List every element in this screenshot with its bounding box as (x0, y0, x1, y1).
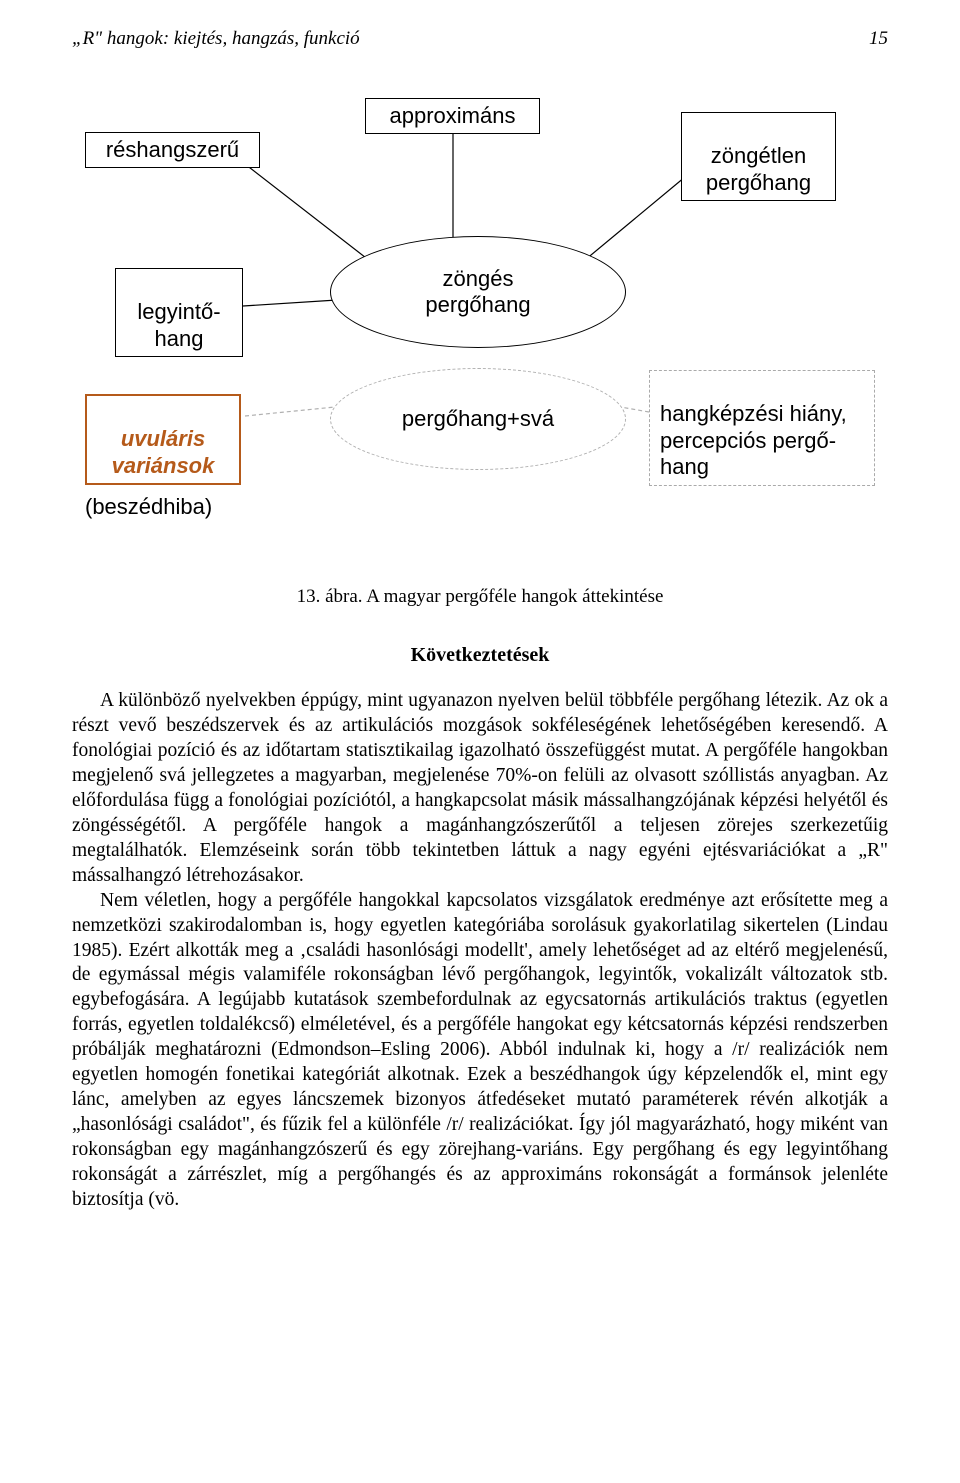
diagram-r-sounds: réshangszerű approximáns zöngétlen pergő… (85, 68, 875, 568)
paragraph-1: A különböző nyelvekben éppúgy, mint ugya… (72, 689, 888, 889)
node-pergohang-sva: pergőhang+svá (330, 368, 626, 470)
node-label: zöngétlen pergőhang (706, 143, 811, 194)
node-reshangszeru: réshangszerű (85, 132, 260, 168)
running-head-title: „R" hangok: kiejtés, hangzás, funkció (72, 28, 360, 50)
node-label: réshangszerű (106, 137, 239, 162)
node-zongetlen-pergohang: zöngétlen pergőhang (681, 112, 836, 201)
running-head: „R" hangok: kiejtés, hangzás, funkció 15 (72, 28, 888, 50)
node-label: uvuláris variánsok (112, 426, 215, 477)
node-hangkepzesi-hiany: hangképzési hiány, percepciós pergő- han… (649, 370, 875, 486)
node-uvularis-variansok: uvuláris variánsok (85, 394, 241, 485)
node-label: (beszédhiba) (85, 494, 212, 519)
node-label: hangképzési hiány, percepciós pergő- han… (660, 401, 847, 479)
figure-caption: 13. ábra. A magyar pergőféle hangok átte… (72, 586, 888, 608)
node-approximans: approximáns (365, 98, 540, 134)
body-text: A különböző nyelvekben éppúgy, mint ugya… (72, 689, 888, 1213)
paragraph-2: Nem véletlen, hogy a pergőféle hangokkal… (72, 889, 888, 1213)
node-label: legyintő- hang (137, 299, 220, 350)
node-beszedhiba: (beszédhiba) (85, 494, 212, 520)
node-label: zöngés pergőhang (425, 266, 530, 319)
node-label: pergőhang+svá (402, 406, 554, 432)
node-zonges-pergohang: zöngés pergőhang (330, 236, 626, 348)
section-heading-kovetkeztetesek: Következtetések (72, 644, 888, 667)
node-label: approximáns (390, 103, 516, 128)
node-legyintohang: legyintő- hang (115, 268, 243, 357)
running-head-page-number: 15 (869, 28, 888, 50)
